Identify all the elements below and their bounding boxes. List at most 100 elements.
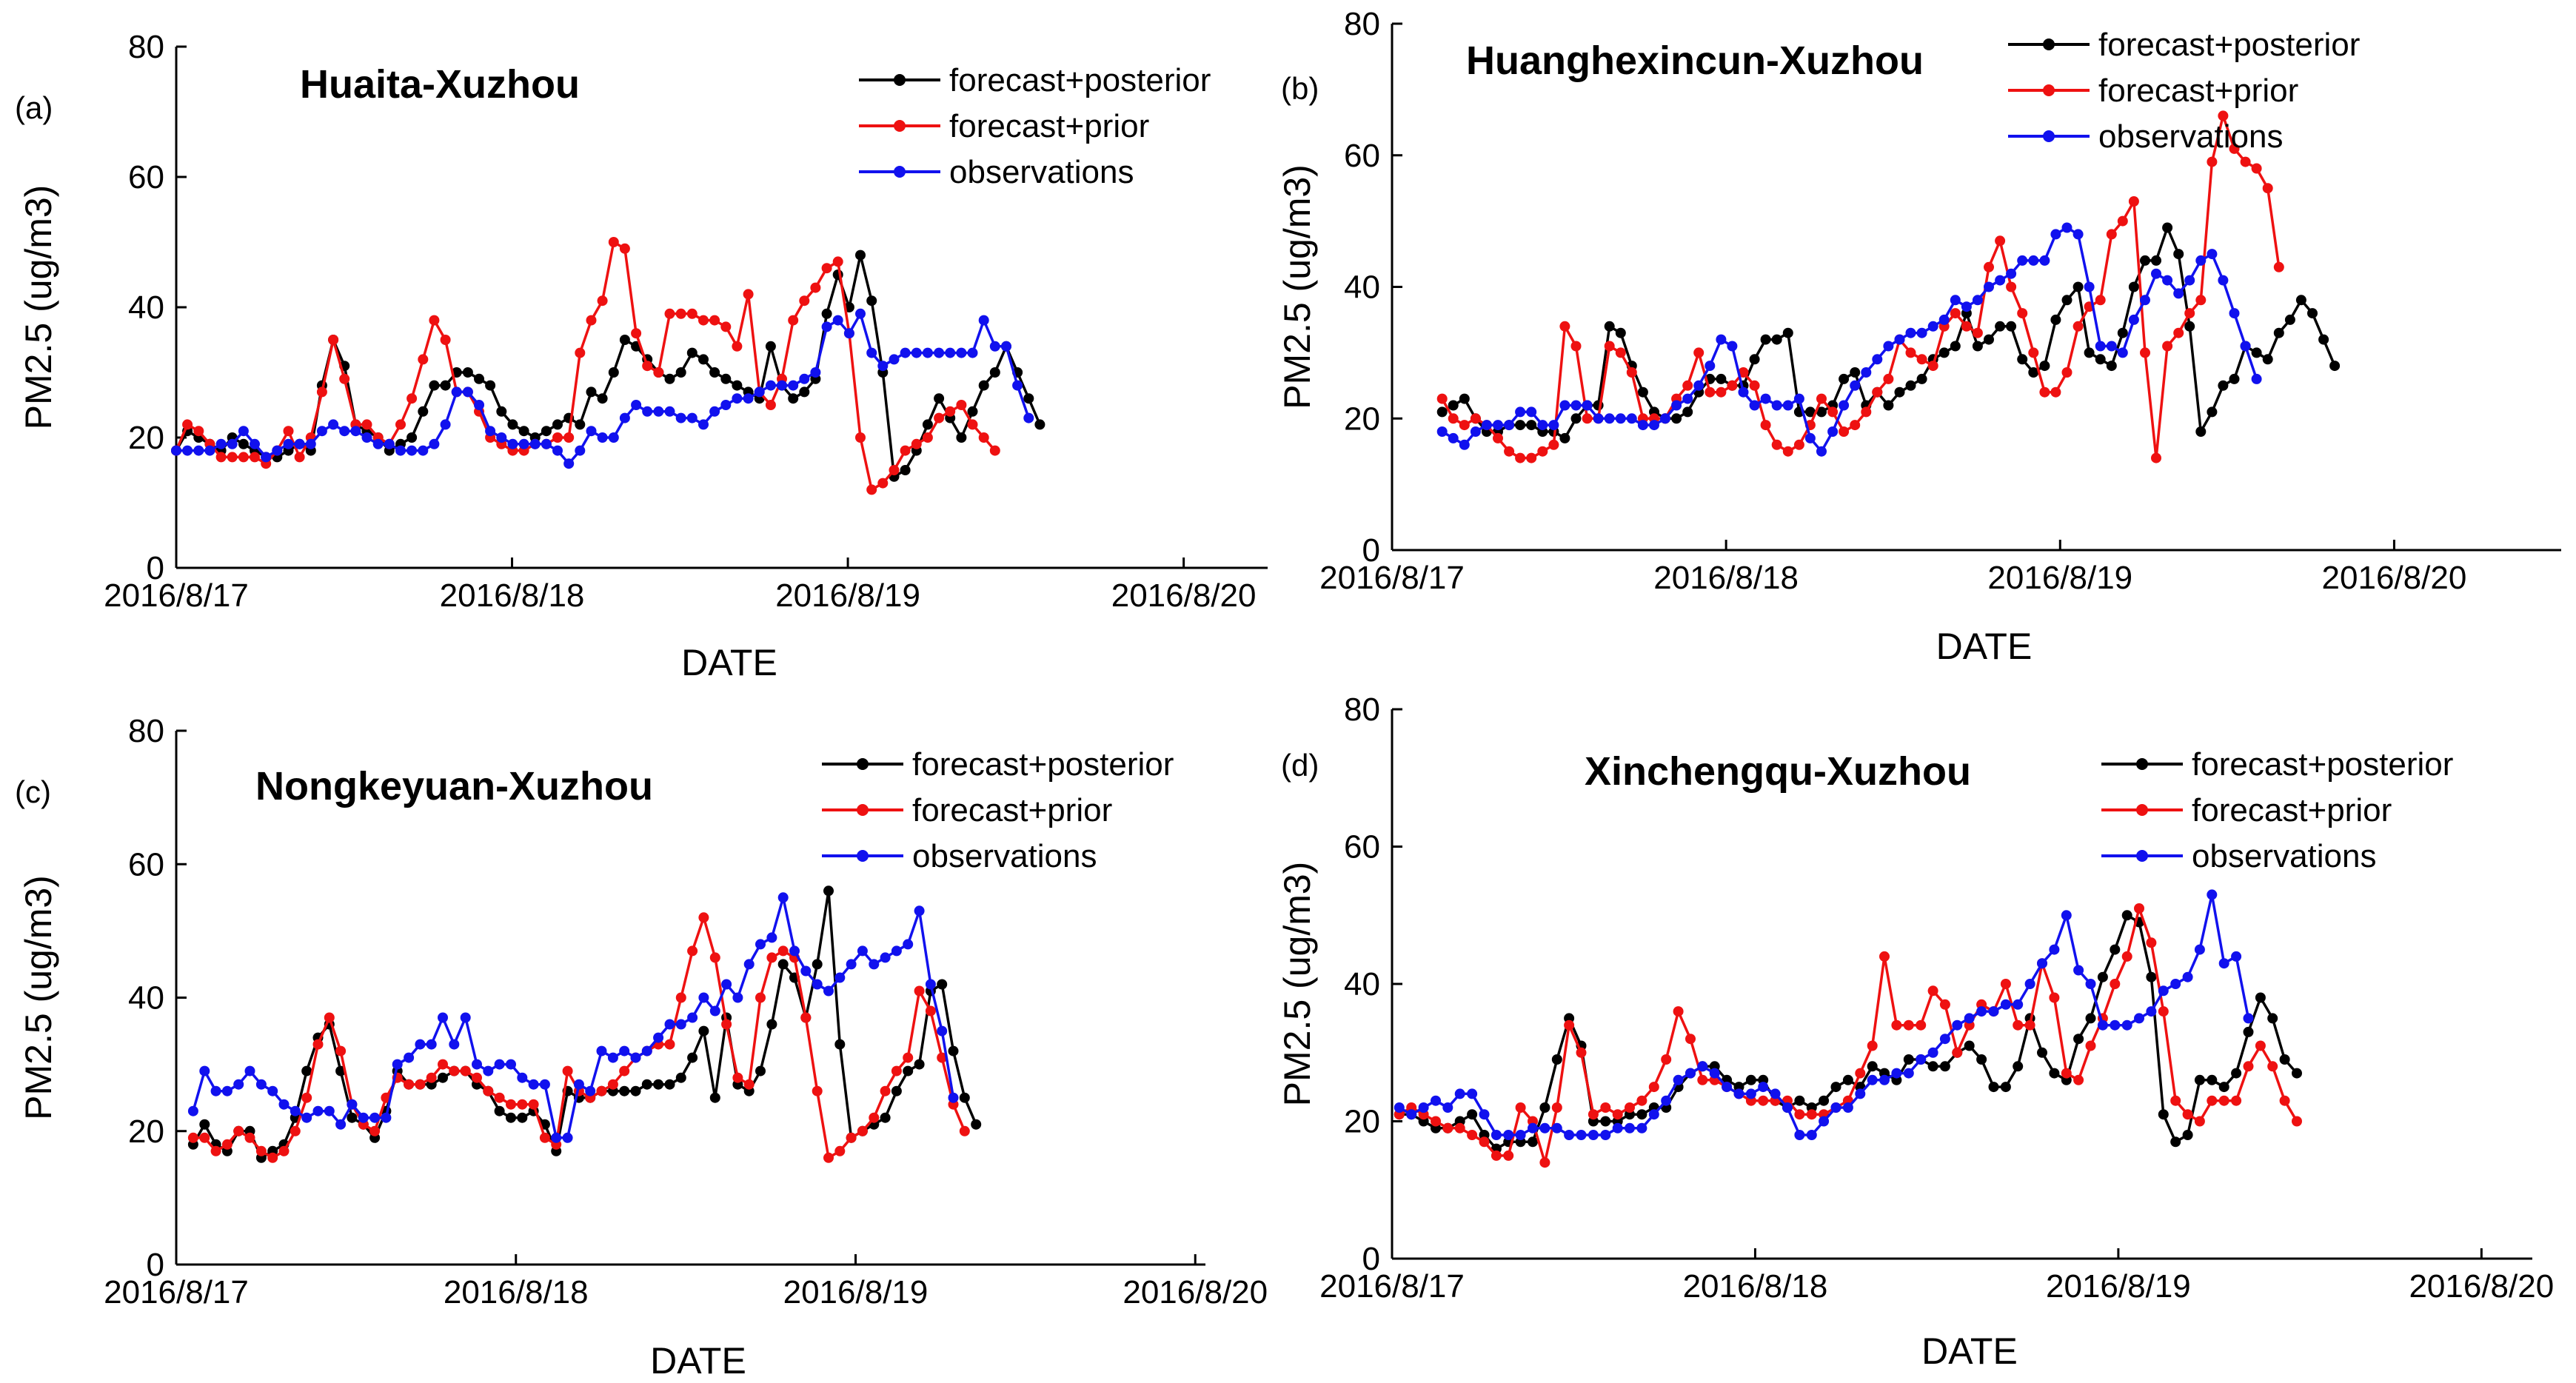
data-point [272, 445, 283, 456]
data-point [2146, 971, 2157, 982]
data-point [328, 335, 339, 345]
data-point [2073, 965, 2084, 976]
data-point [1431, 1095, 1441, 1106]
legend-label: observations [2192, 838, 2376, 874]
data-point [766, 1019, 777, 1030]
data-point [2158, 1109, 2169, 1120]
data-point [418, 354, 429, 365]
data-point [369, 1125, 381, 1136]
chart-title: Huanghexincun-Xuzhou [1466, 38, 1924, 83]
data-point [2013, 1061, 2024, 1072]
data-point [1716, 373, 1727, 384]
data-point [1952, 1047, 1963, 1058]
data-point [855, 432, 866, 443]
data-point [1661, 1054, 1672, 1065]
data-point [596, 1085, 607, 1096]
data-point [1894, 334, 1905, 345]
data-point [900, 445, 911, 456]
data-point [653, 367, 664, 378]
data-point [517, 1112, 528, 1123]
data-point [1793, 393, 1804, 404]
panel-letter: (c) [15, 774, 51, 809]
legend-marker [2043, 130, 2055, 142]
data-point [438, 1059, 448, 1070]
data-point [642, 406, 653, 417]
data-point [1600, 1102, 1611, 1113]
data-point [350, 426, 361, 437]
data-point [440, 419, 451, 430]
data-point [2262, 354, 2273, 365]
data-point [1819, 1116, 1830, 1127]
data-point [732, 992, 743, 1003]
data-point [407, 432, 418, 443]
data-point [187, 1105, 198, 1116]
data-point [777, 380, 787, 391]
data-point [2134, 1013, 2144, 1024]
data-point [2084, 281, 2095, 292]
data-point [2128, 196, 2139, 207]
data-point [880, 952, 891, 963]
data-point [1559, 321, 1570, 332]
data-point [2039, 255, 2050, 266]
x-tick-label: 2016/8/20 [1123, 1274, 1268, 1310]
data-point [1406, 1109, 1417, 1120]
data-point [483, 1065, 494, 1076]
data-point [575, 347, 586, 358]
data-point [1648, 1082, 1659, 1093]
data-point [812, 959, 823, 970]
x-tick-label: 2016/8/19 [775, 577, 920, 614]
data-point [2218, 1082, 2229, 1093]
data-point [608, 367, 619, 378]
legend-marker [857, 758, 869, 770]
data-point [1671, 400, 1682, 411]
data-point [857, 945, 868, 957]
data-point [2050, 314, 2061, 325]
data-point [1905, 347, 1916, 358]
data-point [799, 373, 810, 384]
data-point [2106, 229, 2117, 240]
data-point [1576, 1047, 1587, 1058]
data-point [1733, 1088, 1744, 1099]
data-point [1716, 386, 1727, 398]
data-point [799, 386, 810, 398]
data-point [653, 406, 664, 417]
data-point [415, 1039, 426, 1050]
data-point [2061, 367, 2072, 378]
data-point [485, 380, 496, 391]
data-point [1976, 1006, 1987, 1017]
chart-title: Xinchengqu-Xuzhou [1585, 749, 1971, 794]
data-point [967, 406, 978, 417]
data-point [1842, 1102, 1853, 1113]
data-point [2140, 347, 2150, 358]
data-point [1745, 1074, 1756, 1085]
data-point [1916, 354, 1927, 365]
data-point [267, 1085, 278, 1096]
data-point [922, 419, 933, 430]
data-point [2117, 347, 2128, 358]
data-point [956, 432, 967, 443]
data-point [1806, 1130, 1817, 1140]
data-point [619, 1065, 630, 1076]
data-point [407, 393, 418, 404]
data-point [2073, 1034, 2084, 1045]
data-point [552, 432, 563, 443]
data-point [945, 347, 956, 358]
x-axis-title: DATE [681, 642, 777, 683]
data-point [2194, 1074, 2205, 1085]
data-point [607, 1052, 618, 1063]
data-point [596, 1045, 607, 1056]
data-point [301, 1092, 312, 1103]
x-tick-label: 2016/8/17 [104, 1274, 249, 1310]
data-point [2084, 347, 2095, 358]
data-point [2028, 255, 2039, 266]
data-point [799, 295, 810, 307]
legend-label: forecast+prior [912, 792, 1112, 828]
data-point [2173, 249, 2184, 260]
x-axis-title: DATE [1936, 626, 2033, 667]
data-point [2140, 255, 2150, 266]
legend-label: observations [949, 154, 1134, 190]
data-point [1749, 354, 1760, 365]
data-point [301, 1112, 312, 1123]
legend-marker [894, 74, 906, 86]
data-point [2184, 321, 2195, 332]
